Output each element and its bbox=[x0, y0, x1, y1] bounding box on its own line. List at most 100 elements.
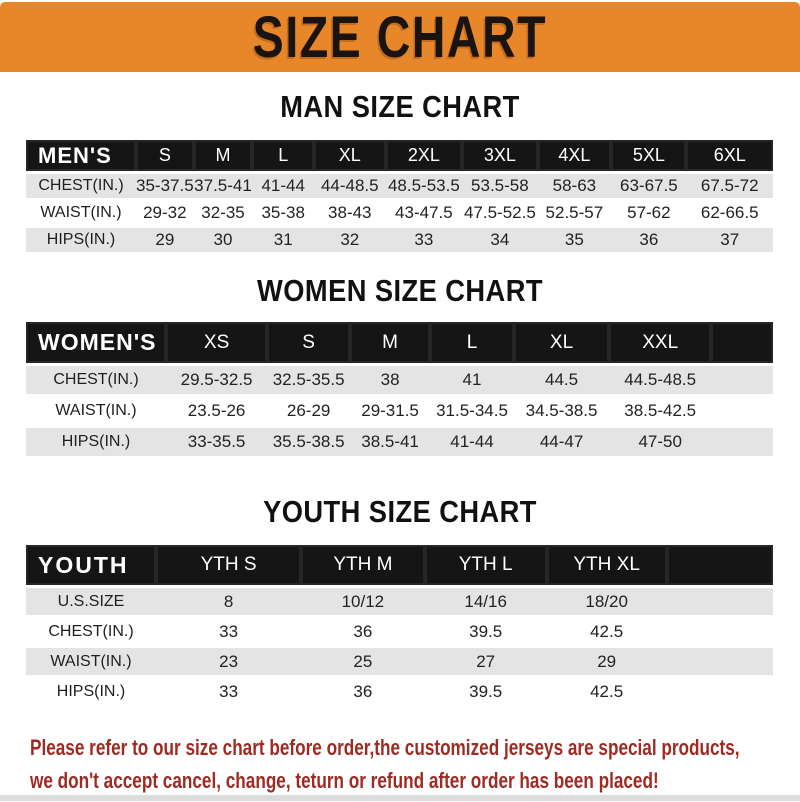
size-value-cell: 41-44 bbox=[430, 428, 514, 456]
size-value-cell: 53.5-58 bbox=[462, 174, 538, 198]
size-value-cell: 30 bbox=[193, 228, 253, 252]
size-value-cell: 38.5-41 bbox=[350, 428, 431, 456]
size-column-header: L bbox=[252, 140, 315, 171]
size-value-cell: 29-32 bbox=[136, 201, 194, 225]
size-value-cell: 44.5 bbox=[514, 366, 610, 394]
row-blank-cell bbox=[711, 366, 773, 394]
size-column-header: YTH S bbox=[156, 545, 302, 585]
size-value-cell: 47-50 bbox=[609, 428, 712, 456]
size-column-header: XXL bbox=[609, 322, 712, 363]
order-note-line-1: Please refer to our size chart before or… bbox=[30, 735, 740, 760]
size-value-cell: 33 bbox=[156, 618, 302, 645]
size-column-header: M bbox=[350, 322, 431, 363]
row-blank-cell bbox=[666, 648, 773, 675]
size-column-header: 3XL bbox=[462, 140, 538, 171]
youth-section-heading: YOUTH SIZE CHART bbox=[263, 494, 537, 529]
women-section-heading: WOMEN SIZE CHART bbox=[257, 273, 543, 308]
size-value-cell: 32-35 bbox=[193, 201, 253, 225]
size-value-cell: 29 bbox=[136, 228, 194, 252]
row-label: CHEST(IN.) bbox=[26, 174, 136, 198]
banner-title: SIZE CHART bbox=[252, 4, 548, 70]
size-value-cell: 23 bbox=[156, 648, 302, 675]
size-value-cell: 31.5-34.5 bbox=[430, 397, 514, 425]
order-note-line-2: we don't accept cancel, change, teturn o… bbox=[30, 768, 659, 793]
size-value-cell: 44-48.5 bbox=[314, 174, 386, 198]
size-value-cell: 57-62 bbox=[611, 201, 687, 225]
size-value-cell: 8 bbox=[156, 588, 302, 615]
table-header-label: WOMEN'S bbox=[26, 322, 166, 363]
size-value-cell: 36 bbox=[301, 678, 425, 705]
table-header-label: YOUTH bbox=[26, 545, 156, 585]
row-blank-cell bbox=[666, 678, 773, 705]
size-value-cell: 63-67.5 bbox=[611, 174, 687, 198]
size-value-cell: 33 bbox=[156, 678, 302, 705]
row-label: WAIST(IN.) bbox=[26, 648, 156, 675]
row-label: CHEST(IN.) bbox=[26, 618, 156, 645]
size-value-cell: 47.5-52.5 bbox=[462, 201, 538, 225]
row-label: WAIST(IN.) bbox=[26, 397, 166, 425]
size-value-cell: 38 bbox=[350, 366, 431, 394]
size-value-cell: 36 bbox=[611, 228, 687, 252]
size-value-cell: 39.5 bbox=[424, 618, 547, 645]
size-value-cell: 41-44 bbox=[252, 174, 315, 198]
men-size-section: MAN SIZE CHART MEN'S S M L XL 2XL 3XL 4XL 5XL 6XL… bbox=[0, 89, 800, 252]
men-size-table: MEN'S S M L XL 2XL 3XL 4XL 5XL 6XL CHEST(IN.) 35-37… bbox=[26, 140, 773, 252]
size-value-cell: 33 bbox=[385, 228, 463, 252]
size-column-header: S bbox=[136, 140, 194, 171]
size-value-cell: 42.5 bbox=[546, 678, 667, 705]
size-value-cell: 31 bbox=[252, 228, 315, 252]
youth-size-table: YOUTH YTH S YTH M YTH L YTH XL U.S.SIZE 8 10/12… bbox=[26, 545, 773, 705]
size-value-cell: 52.5-57 bbox=[537, 201, 612, 225]
size-value-cell: 48.5-53.5 bbox=[385, 174, 463, 198]
size-value-cell: 44-47 bbox=[514, 428, 610, 456]
size-value-cell: 62-66.5 bbox=[686, 201, 773, 225]
size-value-cell: 23.5-26 bbox=[166, 397, 268, 425]
size-value-cell: 34 bbox=[462, 228, 538, 252]
size-column-header: XS bbox=[166, 322, 268, 363]
size-value-cell: 26-29 bbox=[267, 397, 351, 425]
size-value-cell: 37.5-41 bbox=[193, 174, 253, 198]
size-value-cell: 32 bbox=[314, 228, 386, 252]
size-chart-banner: SIZE CHART bbox=[0, 2, 800, 72]
row-blank-cell bbox=[711, 428, 773, 456]
size-column-header: 2XL bbox=[385, 140, 463, 171]
row-blank-cell bbox=[711, 397, 773, 425]
size-column-header: S bbox=[267, 322, 351, 363]
size-value-cell: 29.5-32.5 bbox=[166, 366, 268, 394]
row-label: HIPS(IN.) bbox=[26, 228, 136, 252]
size-value-cell: 18/20 bbox=[546, 588, 667, 615]
size-value-cell: 42.5 bbox=[546, 618, 667, 645]
size-value-cell: 58-63 bbox=[537, 174, 612, 198]
size-value-cell: 37 bbox=[686, 228, 773, 252]
size-value-cell: 35-38 bbox=[252, 201, 315, 225]
size-value-cell: 27 bbox=[424, 648, 547, 675]
size-column-header: 6XL bbox=[686, 140, 773, 171]
women-size-section: WOMEN SIZE CHART WOMEN'S XS S M L XL XXL CHEST(… bbox=[0, 273, 800, 456]
size-column-header: 4XL bbox=[537, 140, 612, 171]
bottom-edge-strip bbox=[0, 795, 800, 801]
size-value-cell: 10/12 bbox=[301, 588, 425, 615]
row-label: WAIST(IN.) bbox=[26, 201, 136, 225]
size-value-cell: 25 bbox=[301, 648, 425, 675]
size-column-header: XL bbox=[314, 140, 386, 171]
size-column-header: M bbox=[193, 140, 253, 171]
size-value-cell: 32.5-35.5 bbox=[267, 366, 351, 394]
row-label: CHEST(IN.) bbox=[26, 366, 166, 394]
size-value-cell: 38-43 bbox=[314, 201, 386, 225]
size-value-cell: 67.5-72 bbox=[686, 174, 773, 198]
size-value-cell: 14/16 bbox=[424, 588, 547, 615]
row-label: HIPS(IN.) bbox=[26, 428, 166, 456]
size-column-header: YTH M bbox=[301, 545, 425, 585]
size-value-cell: 35-37.5 bbox=[136, 174, 194, 198]
size-column-header: YTH L bbox=[424, 545, 547, 585]
youth-size-section: YOUTH SIZE CHART YOUTH YTH S YTH M YTH L YTH… bbox=[0, 494, 800, 705]
order-note: Please refer to our size chart before or… bbox=[0, 731, 800, 797]
size-value-cell: 35.5-38.5 bbox=[267, 428, 351, 456]
size-value-cell: 44.5-48.5 bbox=[609, 366, 712, 394]
size-value-cell: 29-31.5 bbox=[350, 397, 431, 425]
size-column-header: 5XL bbox=[611, 140, 687, 171]
table-header-label: MEN'S bbox=[26, 140, 136, 171]
header-blank-cell bbox=[666, 545, 773, 585]
row-label: U.S.SIZE bbox=[26, 588, 156, 615]
row-blank-cell bbox=[666, 618, 773, 645]
